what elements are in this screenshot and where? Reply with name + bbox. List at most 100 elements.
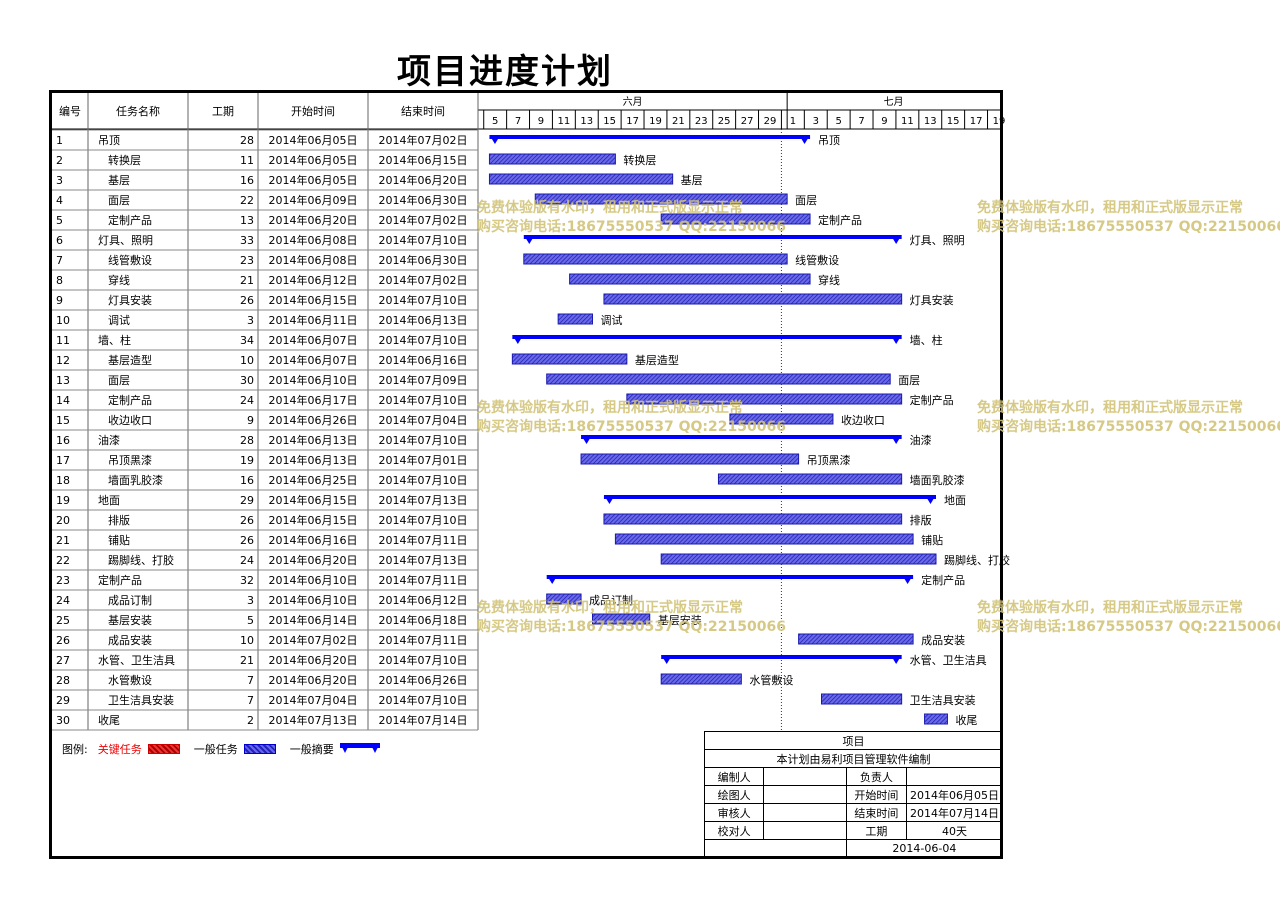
task-bar-label: 定制产品 [818,213,862,227]
task-end: 2014年07月14日 [379,713,468,727]
task-start: 2014年06月20日 [269,653,358,667]
task-start: 2014年06月09日 [269,193,358,207]
summary-bar-start-cap [661,655,673,664]
task-start: 2014年06月25日 [269,473,358,487]
summary-bar [661,655,902,659]
summary-bar-start-cap [546,575,558,584]
task-end: 2014年07月13日 [379,493,468,507]
task-start: 2014年06月12日 [269,273,358,287]
task-start: 2014年06月16日 [269,533,358,547]
task-bar-label: 水管、卫生洁具 [910,653,987,667]
task-bar [660,213,811,225]
task-start: 2014年07月02日 [269,633,358,647]
task-id: 18 [56,474,70,487]
info-end-label: 结束时间 [845,803,908,822]
task-start: 2014年07月04日 [269,693,358,707]
summary-bar-end-cap [799,135,811,144]
task-bar-label: 收尾 [955,713,977,727]
task-duration: 33 [240,234,254,247]
task-start: 2014年06月20日 [269,673,358,687]
task-duration: 21 [240,654,254,667]
task-start: 2014年06月13日 [269,453,358,467]
task-name: 调试 [108,314,130,327]
info-editor-value [763,767,847,786]
legend-summary-label: 一般摘要 [289,743,334,756]
day-tick-label: 7 [515,116,521,127]
gantt-frame [49,90,1003,859]
task-end: 2014年07月10日 [379,333,468,347]
task-duration: 7 [247,694,254,707]
task-bar-label: 收边收口 [841,413,885,427]
task-end: 2014年06月30日 [379,253,468,267]
day-tick-label: 17 [626,116,639,127]
task-id: 13 [56,374,70,387]
task-end: 2014年07月10日 [379,473,468,487]
task-id: 23 [56,574,70,587]
info-reviewer-label: 审核人 [703,803,765,822]
task-id: 7 [56,254,63,267]
info-owner-value [906,767,1003,786]
task-bar-label: 灯具、照明 [910,234,965,247]
task-bar [821,693,903,705]
day-tick-label: 11 [901,116,914,127]
header-end: 结束时间 [401,105,445,118]
task-name: 灯具安装 [108,293,152,307]
task-duration: 22 [240,194,254,207]
task-start: 2014年06月10日 [269,593,358,607]
task-duration: 11 [240,154,254,167]
task-bar-label: 灯具安装 [910,293,954,307]
day-tick-label: 5 [835,116,841,127]
task-duration: 30 [240,374,254,387]
task-end: 2014年06月16日 [379,353,468,367]
info-reviewer-value [763,803,847,822]
day-tick-label: 13 [580,116,593,127]
task-start: 2014年06月05日 [269,153,358,167]
task-id: 22 [56,554,70,567]
task-id: 15 [56,414,70,427]
task-end: 2014年07月10日 [379,393,468,407]
info-drawer-label: 绘图人 [703,785,765,804]
task-start: 2014年06月11日 [269,313,358,327]
task-id: 21 [56,534,70,547]
task-bar [580,453,800,465]
summary-bar-start-cap [603,495,615,504]
task-bar-label: 墙、柱 [910,333,943,347]
task-duration: 32 [240,574,254,587]
summary-bar [546,575,914,579]
task-bar-label: 水管敷设 [749,673,793,687]
legend-label: 图例: [62,743,88,756]
task-duration: 34 [240,334,254,347]
task-end: 2014年06月30日 [379,193,468,207]
task-bar [603,513,903,525]
summary-bar-end-cap [925,495,936,504]
header-duration: 工期 [212,105,234,118]
task-name: 定制产品 [108,393,152,407]
task-bar [488,173,674,185]
task-bar-label: 定制产品 [910,393,954,407]
task-start: 2014年06月13日 [269,433,358,447]
task-bar-label: 穿线 [818,273,840,287]
day-tick-label: 9 [538,116,544,127]
task-bar-label: 卫生洁具安装 [910,693,976,707]
legend: 图例: 关键任务 一般任务 一般摘要 [62,741,384,757]
task-duration: 5 [247,614,254,627]
task-end: 2014年07月10日 [379,233,468,247]
day-tick-label: 25 [718,116,731,127]
day-tick-label: 17 [970,116,983,127]
task-id: 4 [56,194,63,207]
task-bar-label: 面层 [898,374,920,387]
task-id: 17 [56,454,70,467]
task-name: 卫生洁具安装 [108,693,174,707]
task-id: 1 [56,134,63,147]
task-start: 2014年06月15日 [269,293,358,307]
project-info-table: 项目 本计划由易利项目管理软件编制 编制人 负责人 绘图人 开始时间 2014年… [703,731,1004,858]
summary-bar-end-cap [890,235,902,244]
task-name: 墙、柱 [98,333,131,347]
task-duration: 10 [240,354,254,367]
task-end: 2014年07月01日 [379,453,468,467]
task-duration: 13 [240,214,254,227]
summary-bar [603,495,936,499]
legend-summary-swatch [339,743,380,753]
task-bar [717,473,903,485]
info-checker-label: 校对人 [703,821,765,840]
